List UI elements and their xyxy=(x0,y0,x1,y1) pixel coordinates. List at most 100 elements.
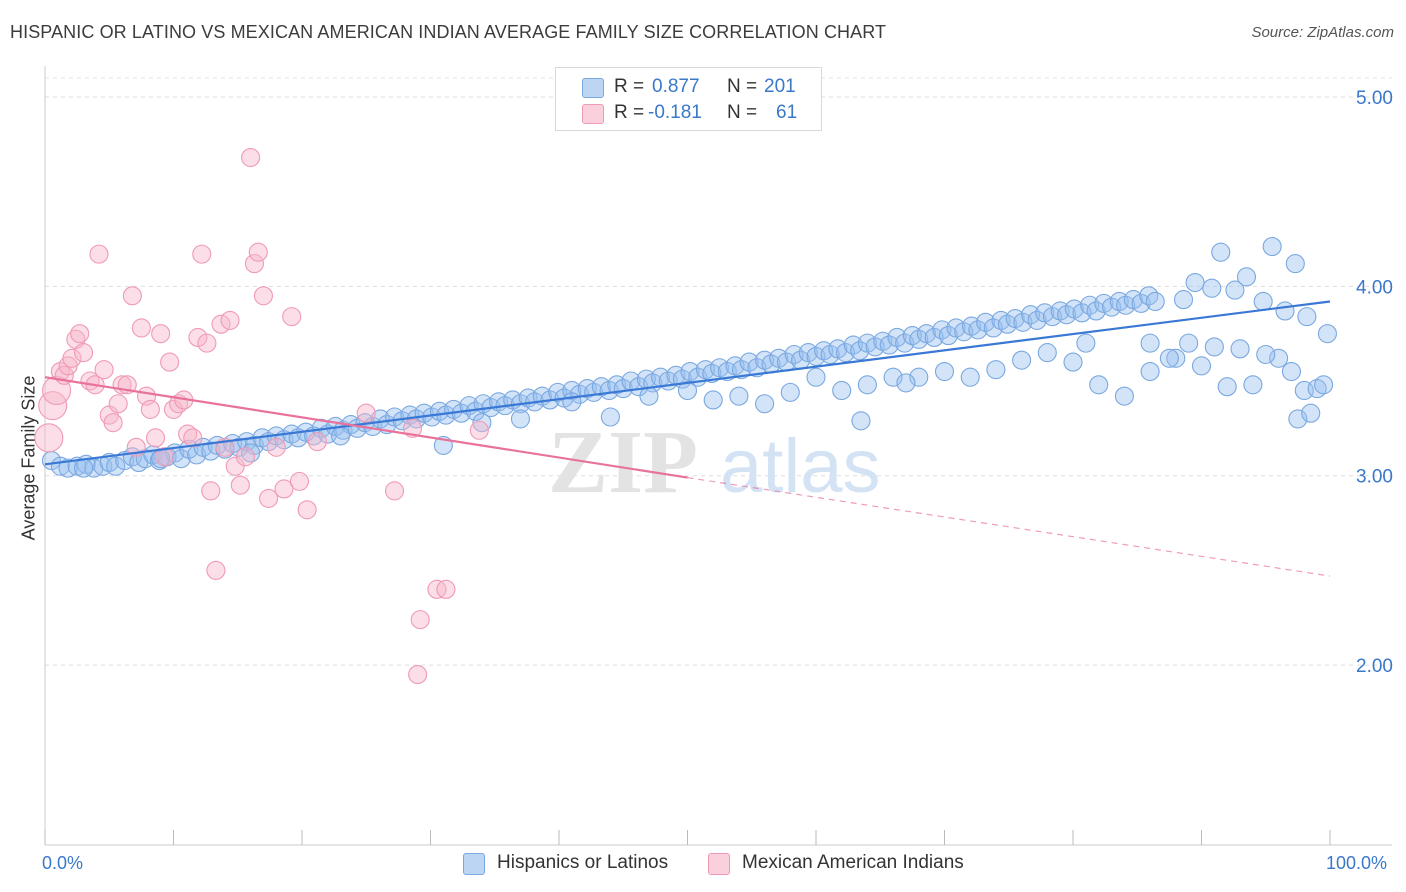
data-point-hispanics xyxy=(1072,303,1092,323)
data-point-hispanics xyxy=(1211,242,1231,262)
data-point-mexican-american-indian xyxy=(248,242,268,262)
data-point-mexican-american-indian xyxy=(356,403,376,423)
data-point-hispanics xyxy=(1166,348,1186,368)
data-point-mexican-american-indian xyxy=(384,481,405,501)
data-point-hispanics xyxy=(1230,339,1250,359)
legend-r-label: R = xyxy=(614,102,645,123)
data-point-hispanics xyxy=(997,314,1018,334)
data-point-hispanics xyxy=(729,386,749,406)
data-point-hispanics xyxy=(1285,254,1305,274)
data-point-hispanics xyxy=(934,361,955,382)
bottom-legend-swatch-pink xyxy=(708,853,730,875)
series-mexican-american-indian-points xyxy=(34,147,489,685)
data-point-hispanics xyxy=(851,411,871,431)
data-point-hispanics xyxy=(510,409,531,429)
legend-swatch-pink xyxy=(582,104,604,124)
legend-n-value: 201 xyxy=(764,76,796,97)
data-point-hispanics xyxy=(330,426,351,446)
data-point-mexican-american-indian xyxy=(206,560,226,580)
data-point-hispanics xyxy=(1269,348,1289,368)
data-point-mexican-american-indian xyxy=(297,500,317,520)
data-point-mexican-american-indian xyxy=(103,413,123,433)
data-point-hispanics xyxy=(1102,297,1122,317)
trend-line-mexican-american-indian-extension xyxy=(687,477,1331,577)
data-point-hispanics xyxy=(1076,333,1096,353)
data-point-mexican-american-indian xyxy=(307,432,327,452)
data-point-hispanics xyxy=(1217,377,1237,397)
data-point-mexican-american-indian xyxy=(259,488,279,508)
data-point-mexican-american-indian xyxy=(469,420,489,440)
legend-r-label: R = xyxy=(614,76,645,97)
data-point-mexican-american-indian xyxy=(410,610,430,630)
y-tick-labels: 2.00 3.00 4.00 5.00 xyxy=(1356,88,1393,677)
data-point-hispanics xyxy=(976,312,996,332)
data-point-mexican-american-indian xyxy=(163,399,184,419)
data-point-hispanics xyxy=(1042,307,1062,327)
data-point-mexican-american-indian xyxy=(145,428,166,448)
data-point-mexican-american-indian xyxy=(108,394,128,414)
data-point-mexican-american-indian xyxy=(178,424,198,444)
data-point-hispanics xyxy=(865,337,885,357)
data-point-hispanics xyxy=(584,382,604,402)
axes xyxy=(44,66,1392,846)
data-point-hispanics xyxy=(229,437,249,457)
data-point-hispanics xyxy=(832,380,852,401)
data-point-hispanics xyxy=(747,358,767,378)
data-point-hispanics xyxy=(850,341,870,361)
data-point-hispanics xyxy=(1297,307,1317,327)
bottom-legend-label: Mexican American Indians xyxy=(742,852,964,873)
legend-swatch-blue xyxy=(582,78,604,98)
chart-source: Source: ZipAtlas.com xyxy=(1251,24,1394,41)
data-point-hispanics xyxy=(1288,409,1308,429)
data-point-hispanics xyxy=(613,379,633,399)
data-point-hispanics xyxy=(680,361,700,382)
x-tick-label-max: 100.0% xyxy=(1326,853,1388,873)
data-point-mexican-american-indian xyxy=(220,310,240,330)
data-point-hispanics xyxy=(599,380,619,401)
data-point-mexican-american-indian xyxy=(94,360,114,380)
data-point-mexican-american-indian xyxy=(266,437,286,457)
data-point-mexican-american-indian xyxy=(253,286,274,306)
data-point-hispanics xyxy=(1114,386,1134,406)
data-point-mexican-american-indian xyxy=(274,479,294,499)
data-point-hispanics xyxy=(1204,337,1224,357)
data-point-hispanics xyxy=(703,390,723,410)
data-point-mexican-american-indian xyxy=(244,254,265,274)
data-point-hispanics xyxy=(954,322,974,342)
trend-line-mexican-american-indian xyxy=(44,376,688,479)
data-point-hispanics xyxy=(472,413,492,433)
data-point-mexican-american-indian xyxy=(160,352,180,372)
data-point-hispanics xyxy=(755,394,775,414)
data-point-mexican-american-indian xyxy=(154,447,175,467)
data-point-mexican-american-indian xyxy=(197,333,217,353)
data-point-hispanics xyxy=(968,320,988,340)
data-point-hispanics xyxy=(879,335,899,355)
data-point-mexican-american-indian xyxy=(235,447,256,467)
data-point-mexican-american-indian xyxy=(436,579,456,599)
data-point-hispanics xyxy=(806,346,826,366)
data-point-hispanics xyxy=(171,449,191,469)
legend-n-value: 61 xyxy=(776,102,798,123)
data-point-mexican-american-indian xyxy=(74,343,94,363)
data-point-hispanics xyxy=(1063,352,1083,372)
legend-r-value: -0.181 xyxy=(648,102,702,123)
data-point-hispanics xyxy=(924,327,944,348)
data-point-hispanics xyxy=(717,361,737,382)
data-point-hispanics xyxy=(1145,291,1165,312)
data-point-mexican-american-indian xyxy=(42,375,72,406)
data-point-hispanics xyxy=(1179,333,1199,353)
data-point-mexican-american-indian xyxy=(188,327,208,348)
legend-r-value: 0.877 xyxy=(652,76,700,97)
legend-n-label: N = xyxy=(727,76,758,97)
data-point-hispanics xyxy=(909,367,929,387)
data-point-hispanics xyxy=(896,373,916,393)
data-point-mexican-american-indian xyxy=(282,307,302,327)
data-point-hispanics xyxy=(1191,356,1212,376)
data-point-mexican-american-indian xyxy=(151,324,171,344)
data-point-hispanics xyxy=(562,392,582,412)
trend-lines xyxy=(44,300,1331,577)
y-tick-label: 3.00 xyxy=(1356,467,1393,488)
data-point-hispanics xyxy=(887,327,907,348)
data-point-hispanics xyxy=(639,386,659,406)
x-tick-label-min: 0.0% xyxy=(42,853,84,873)
